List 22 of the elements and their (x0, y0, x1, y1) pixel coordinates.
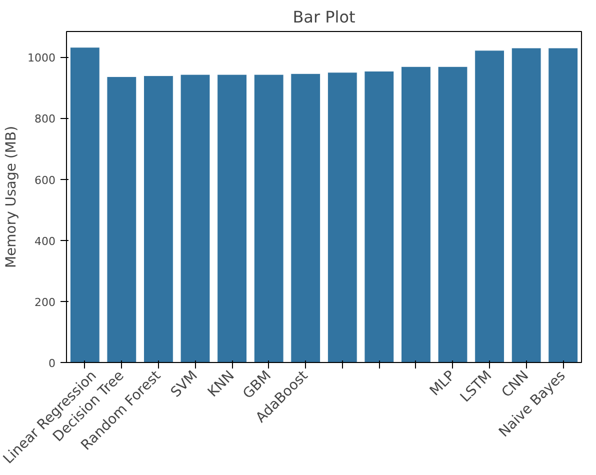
bar (474, 50, 504, 362)
y-tick-label: 0 (48, 357, 56, 370)
y-tick-label: 800 (34, 112, 56, 126)
y-tick-label: 200 (34, 296, 56, 309)
y-tick-label: 1000 (28, 52, 56, 65)
bar (70, 47, 100, 362)
bar (254, 74, 284, 362)
bar (290, 73, 321, 362)
chart-title: Bar Plot (292, 8, 356, 26)
y-tick-label: 600 (34, 174, 56, 187)
y-tick-label: 400 (34, 234, 56, 248)
bar (106, 76, 137, 362)
bar (144, 76, 174, 362)
bar (401, 66, 431, 362)
bar (511, 48, 542, 362)
bar (548, 48, 578, 362)
bar (217, 74, 247, 362)
bar (180, 74, 210, 362)
y-axis-title: Memory Usage (MB) (4, 126, 20, 268)
bar (438, 66, 468, 362)
bar (364, 70, 394, 362)
bar (327, 72, 358, 362)
